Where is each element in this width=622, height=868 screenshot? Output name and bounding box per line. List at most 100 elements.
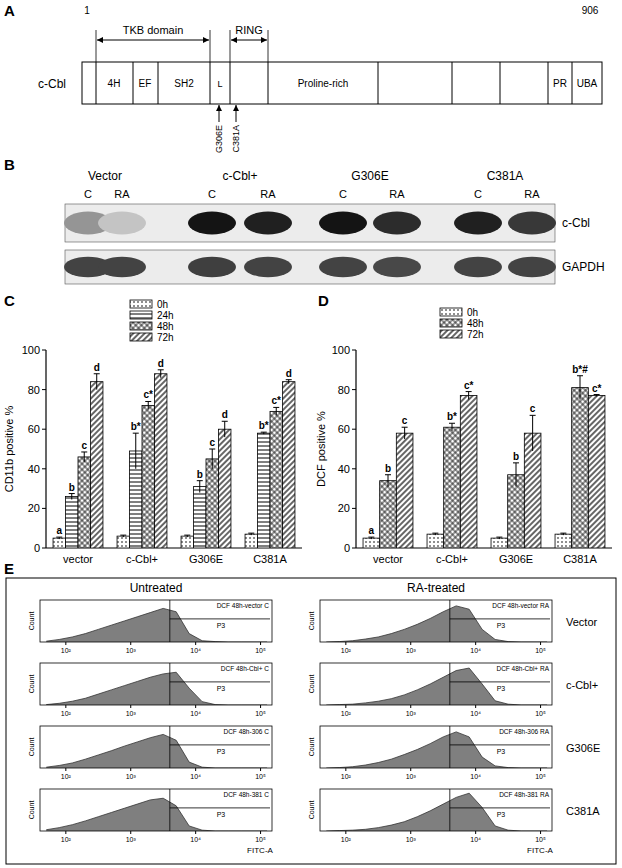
- row-label: C381A: [566, 805, 600, 817]
- x-tick: [410, 831, 411, 834]
- x-tick-label: 10⁵: [535, 773, 546, 780]
- histogram: [46, 608, 267, 642]
- domain-label: Proline-rich: [298, 78, 349, 89]
- y-tick-label: 20: [338, 502, 350, 514]
- histogram-line: [46, 672, 267, 705]
- histogram-line: [326, 732, 547, 768]
- x-tick: [130, 768, 131, 771]
- x-tick-label: 10⁵: [535, 836, 546, 843]
- bars: [53, 370, 295, 548]
- region-tick: [96, 30, 97, 62]
- x-tick: [345, 768, 346, 771]
- domain-divider: [133, 62, 134, 104]
- significance-label: d: [94, 362, 100, 373]
- significance-label: b: [197, 469, 203, 480]
- band: [188, 212, 236, 235]
- bar: [572, 388, 589, 548]
- blot-strip: [65, 204, 555, 242]
- band: [98, 257, 146, 277]
- x-tick: [475, 831, 476, 834]
- plot-frame: [40, 789, 272, 831]
- bar: [460, 396, 477, 548]
- bar: [154, 374, 166, 548]
- histogram-fill: [326, 732, 547, 768]
- x-tick: [260, 642, 261, 645]
- lane-label: C: [474, 188, 482, 200]
- error-bar: [209, 449, 215, 469]
- error-bar: [133, 433, 139, 469]
- bar: [181, 536, 193, 548]
- legend-swatch: [440, 308, 462, 316]
- error-bar: [286, 380, 292, 384]
- histogram: [46, 798, 267, 831]
- bar: [427, 534, 444, 548]
- protein-box: [82, 62, 602, 104]
- band: [98, 212, 146, 235]
- gate: [450, 789, 550, 831]
- histogram-fill: [46, 734, 267, 768]
- x-tick-label: 10²: [61, 710, 72, 717]
- band: [319, 257, 367, 277]
- bar: [396, 433, 413, 548]
- histogram-line: [46, 734, 267, 768]
- lane-label: RA: [524, 188, 540, 200]
- region-arrow: [231, 40, 267, 41]
- plot-frame: [320, 600, 552, 642]
- histogram-title: DCF 48h-306 RA: [499, 728, 550, 735]
- region-tick: [268, 30, 269, 62]
- legend-label: 0h: [157, 299, 168, 310]
- histogram: [326, 668, 547, 705]
- bar: [78, 457, 90, 548]
- y-tick: [42, 350, 46, 351]
- x-tick-label: 10²: [61, 836, 72, 843]
- y-label: Count: [308, 738, 315, 757]
- plot-frame: [40, 726, 272, 768]
- error-bar: [94, 374, 100, 390]
- x-tick-label: 10⁵: [255, 836, 266, 843]
- significance-label: c: [209, 437, 215, 448]
- x-tick-label: 10²: [61, 647, 72, 654]
- y-tick-label: 0: [34, 542, 40, 554]
- x-tick: [65, 768, 66, 771]
- y-tick: [42, 468, 46, 469]
- row-label: Vector: [566, 616, 598, 628]
- x-tick: [410, 642, 411, 645]
- panel-label: A: [4, 2, 15, 19]
- error-bar: [577, 376, 583, 400]
- band: [373, 257, 421, 277]
- y-label: Count: [28, 738, 35, 757]
- gate-label: P3: [217, 685, 226, 692]
- histogram: [326, 606, 547, 642]
- band: [244, 257, 292, 277]
- histogram-line: [326, 606, 547, 642]
- bar: [90, 382, 102, 548]
- plot-frame: [320, 663, 552, 705]
- domain-divider: [210, 62, 211, 104]
- band: [454, 257, 502, 277]
- significance-label: c*: [592, 383, 602, 394]
- x-tick-label: 10³: [406, 710, 417, 717]
- significance-label: b: [513, 451, 519, 462]
- x-tick-label: 10⁴: [470, 773, 481, 780]
- x-tick: [130, 642, 131, 645]
- x-tick-label: 10³: [406, 836, 417, 843]
- histogram: [46, 734, 267, 768]
- bar: [245, 534, 257, 548]
- histogram-title: DCF 48h-Cbl+ RA: [496, 665, 549, 672]
- y-tick-label: 80: [338, 384, 350, 396]
- domain-divider: [158, 62, 159, 104]
- gate-label: P3: [497, 685, 506, 692]
- legend-label: 72h: [467, 329, 484, 340]
- error-bar: [120, 535, 126, 537]
- gate-label: P3: [217, 811, 226, 818]
- error-bar: [261, 432, 267, 434]
- y-axis: [355, 350, 356, 548]
- histogram-fill: [326, 668, 547, 705]
- plot-frame: [320, 789, 552, 831]
- error-bar: [513, 463, 519, 487]
- significance-label: a: [56, 525, 62, 536]
- error-bar: [248, 533, 254, 535]
- position-label: 1: [84, 5, 90, 16]
- x-tick-label: 10³: [406, 647, 417, 654]
- significance-label: b*: [447, 411, 457, 422]
